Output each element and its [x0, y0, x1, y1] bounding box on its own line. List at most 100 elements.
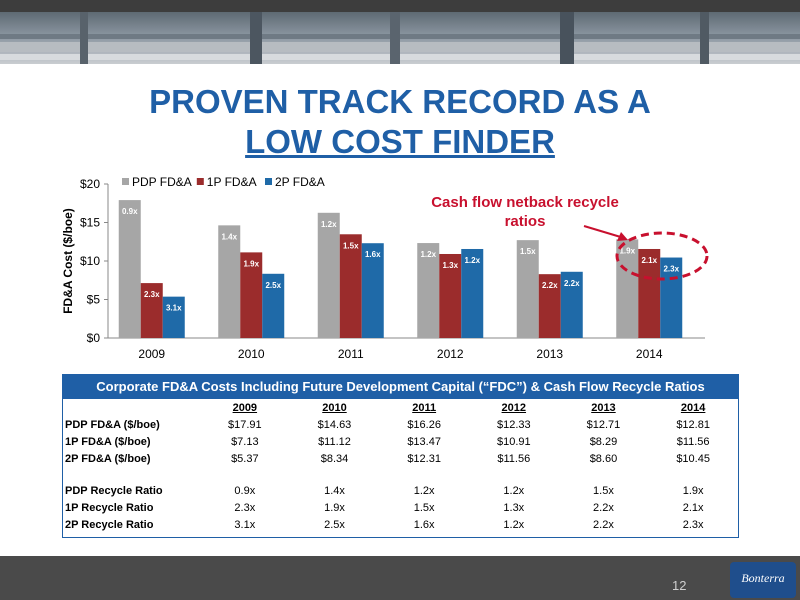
- table-row: 1P Recycle Ratio 2.3x 1.9x 1.5x 1.3x 2.2…: [63, 499, 738, 516]
- footer-bar: [0, 556, 800, 600]
- cell: 1.9x: [682, 484, 704, 497]
- year-header: 2012: [501, 401, 527, 414]
- row-label: 1P Recycle Ratio: [65, 501, 154, 514]
- cell: $12.33: [496, 418, 531, 431]
- cell: 1.4x: [324, 484, 345, 497]
- cell: 3.1x: [234, 518, 256, 531]
- bar-data-label: 1.2x: [321, 220, 337, 229]
- table-row: PDP FD&A ($/boe) $17.91 $14.63 $16.26 $1…: [63, 416, 738, 433]
- legend-label: PDP FD&A: [132, 175, 192, 189]
- bar: [361, 243, 384, 338]
- cell: 0.9x: [234, 484, 256, 497]
- bar: [560, 271, 583, 338]
- bar: [439, 253, 462, 338]
- table-spacer-row: [63, 467, 738, 482]
- logo-text: Bonterra: [741, 571, 785, 585]
- row-label: PDP FD&A ($/boe): [65, 418, 160, 431]
- cell: 1.2x: [503, 484, 525, 497]
- row-label: 2P FD&A ($/boe): [65, 452, 151, 465]
- bar: [339, 234, 362, 338]
- bar-data-label: 1.5x: [343, 241, 359, 250]
- bar-data-label: 1.2x: [420, 250, 436, 259]
- y-axis-label: FD&A Cost ($/boe): [61, 208, 75, 314]
- year-header: 2009: [232, 401, 258, 414]
- cell: $11.12: [318, 435, 351, 448]
- bar: [317, 212, 340, 338]
- y-tick-label: $0: [87, 331, 101, 345]
- bar-data-label: 1.9x: [619, 246, 635, 255]
- cell: $11.56: [497, 452, 531, 465]
- year-header: 2010: [322, 401, 347, 414]
- callout-arrow-line: [583, 225, 625, 239]
- header-empty: [63, 399, 200, 416]
- bar-data-label: 3.1x: [166, 304, 182, 313]
- legend-swatch: [265, 178, 272, 185]
- table-row: 2P FD&A ($/boe) $5.37 $8.34 $12.31 $11.5…: [63, 450, 738, 467]
- data-table: 2009 2010 2011 2012 2013 2014 PDP FD&A (…: [63, 399, 738, 533]
- bar-data-label: 2.2x: [564, 279, 580, 288]
- top-bar: [0, 0, 800, 12]
- cell: 2.5x: [324, 518, 345, 531]
- spacer-cell: [63, 467, 738, 482]
- cell: $13.47: [407, 435, 441, 448]
- x-tick-label: 2011: [338, 347, 364, 361]
- year-header: 2013: [591, 401, 616, 414]
- cell: $16.26: [407, 418, 441, 431]
- bar-data-label: 1.4x: [221, 232, 237, 241]
- company-logo: Bonterra: [730, 562, 796, 598]
- table-row: 2P Recycle Ratio 3.1x 2.5x 1.6x 1.2x 2.2…: [63, 516, 738, 533]
- bar-data-label: 1.9x: [243, 259, 259, 268]
- fda-costs-table: Corporate FD&A Costs Including Future De…: [62, 374, 739, 538]
- legend-swatch: [196, 178, 204, 185]
- bar: [240, 252, 263, 338]
- bar: [417, 243, 440, 338]
- bar: [516, 240, 539, 338]
- row-label: 1P FD&A ($/boe): [65, 435, 151, 448]
- cell: 1.5x: [593, 484, 614, 497]
- cell: $7.13: [231, 435, 259, 448]
- table-row: 1P FD&A ($/boe) $7.13 $11.12 $13.47 $10.…: [63, 433, 738, 450]
- page-title: PROVEN TRACK RECORD AS A LOW COST FINDER: [0, 82, 800, 162]
- callout-text: Cash flow netback recycle ratios: [431, 194, 619, 230]
- bar-data-label: 2.3x: [663, 265, 679, 274]
- x-tick-label: 2013: [536, 347, 563, 361]
- bar: [638, 248, 661, 338]
- x-tick-label: 2012: [437, 347, 464, 361]
- bar: [140, 283, 163, 338]
- bar-data-label: 0.9x: [122, 207, 138, 216]
- callout-arrowhead: [617, 232, 628, 241]
- cell: 1.2x: [413, 484, 435, 497]
- cell: $11.56: [676, 435, 710, 448]
- y-tick-label: $20: [80, 177, 100, 191]
- cell: 1.9x: [324, 501, 345, 514]
- fda-cost-bar-chart: $0 $5 $10 $15 $20 FD&A Cost ($/boe) 0.9x 2.3x 3.…: [61, 175, 709, 361]
- cell: 2.2x: [593, 518, 614, 531]
- cell: $5.37: [231, 452, 259, 465]
- cell: 2.2x: [593, 501, 614, 514]
- cell: 1.3x: [503, 501, 525, 514]
- header-banner-image: [0, 12, 800, 64]
- bar-data-label: 1.2x: [464, 256, 480, 265]
- bar-data-label: 2.1x: [641, 256, 657, 265]
- legend-swatch: [122, 178, 129, 185]
- bar-data-label: 2.3x: [144, 290, 160, 299]
- cell: 2.1x: [682, 501, 704, 514]
- pipes-illustration: [0, 12, 800, 64]
- cell: $12.31: [407, 452, 441, 465]
- cell: $8.29: [589, 435, 618, 448]
- bar: [218, 225, 241, 338]
- x-tick-label: 2014: [636, 347, 663, 361]
- cell: $10.91: [496, 435, 531, 448]
- cell: 2.3x: [234, 501, 256, 514]
- cell: $10.45: [676, 452, 710, 465]
- page-number: 12: [672, 578, 687, 593]
- bar: [538, 274, 561, 338]
- bar-data-label: 1.3x: [442, 261, 458, 270]
- bar-data-label: 2.5x: [265, 281, 281, 290]
- cell: $12.81: [676, 418, 710, 431]
- table-header-row: 2009 2010 2011 2012 2013 2014: [63, 399, 738, 416]
- bar-data-label: 1.5x: [520, 247, 536, 256]
- cell: $12.71: [586, 418, 621, 431]
- legend-label: 2P FD&A: [275, 175, 325, 189]
- bar: [461, 248, 484, 338]
